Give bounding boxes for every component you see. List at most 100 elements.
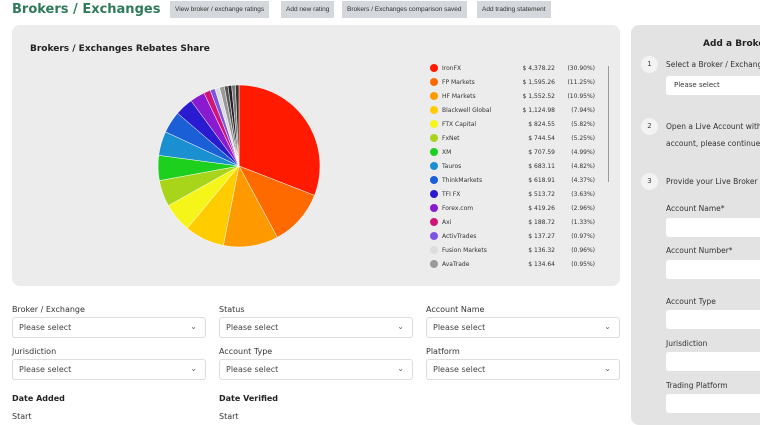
legend-value: $ 1,552.52 <box>522 92 555 100</box>
legend-swatch <box>430 204 438 212</box>
chart-legend: IronFX $ 4,378.22 (30.90%) FP Markets $ 1,59… <box>430 61 600 271</box>
step2-text-cont: account, please continue t <box>666 139 760 148</box>
platform-select[interactable]: Please select ⌄ <box>426 359 620 380</box>
legend-percent: (3.63%) <box>571 190 595 198</box>
step-badge: 1 <box>641 56 658 73</box>
legend-name: XM <box>442 148 452 156</box>
select-value: Please select <box>226 323 279 332</box>
legend-item[interactable]: ActivTrades $ 137.27 (0.97%) <box>430 229 600 243</box>
legend-percent: (4.37%) <box>571 176 595 184</box>
filter-jurisdiction: Jurisdiction Please select ⌄ <box>12 347 206 380</box>
legend-item[interactable]: ThinkMarkets $ 618.91 (4.37%) <box>430 173 600 187</box>
view-ratings-button[interactable]: View broker / exchange ratings <box>170 1 270 18</box>
filter-platform: Platform Please select ⌄ <box>426 347 620 380</box>
account-type-input[interactable] <box>666 310 760 329</box>
legend-item[interactable]: FxNet $ 744.54 (5.25%) <box>430 131 600 145</box>
legend-swatch <box>430 190 438 198</box>
legend-percent: (0.97%) <box>571 232 595 240</box>
date-verified-heading: Date Verified <box>219 394 279 403</box>
legend-name: IronFX <box>442 64 462 72</box>
legend-value: $ 824.55 <box>528 120 555 128</box>
legend-swatch <box>430 148 438 156</box>
panel-broker-select[interactable]: Please select <box>666 76 760 95</box>
legend-value: $ 683.11 <box>528 162 555 170</box>
legend-item[interactable]: HF Markets $ 1,552.52 (10.95%) <box>430 89 600 103</box>
legend-item[interactable]: Axi $ 188.72 (1.33%) <box>430 215 600 229</box>
legend-percent: (5.25%) <box>571 134 595 142</box>
legend-item[interactable]: XM $ 707.59 (4.99%) <box>430 145 600 159</box>
legend-name: FxNet <box>442 134 460 142</box>
field-label: Trading Platform <box>666 381 728 390</box>
legend-swatch <box>430 92 438 100</box>
chart-title: Brokers / Exchanges Rebates Share <box>30 44 210 54</box>
legend-value: $ 134.64 <box>528 260 555 268</box>
jurisdiction-select[interactable]: Please select ⌄ <box>12 359 206 380</box>
broker-select[interactable]: Please select ⌄ <box>12 317 206 338</box>
chevron-down-icon: ⌄ <box>397 364 404 373</box>
legend-percent: (0.96%) <box>571 246 595 254</box>
add-broker-panel: Add a Broker 1 Select a Broker / Exchang… <box>631 25 760 425</box>
legend-name: Forex.com <box>442 204 474 212</box>
legend-swatch <box>430 260 438 268</box>
legend-item[interactable]: Blackwell Global $ 1,124.98 (7.94%) <box>430 103 600 117</box>
legend-item[interactable]: AvaTrade $ 134.64 (0.95%) <box>430 257 600 271</box>
legend-percent: (0.95%) <box>571 260 595 268</box>
legend-value: $ 1,124.98 <box>522 106 555 114</box>
legend-scrollbar[interactable] <box>608 66 609 182</box>
filter-label: Status <box>219 305 245 314</box>
chevron-down-icon: ⌄ <box>190 322 197 331</box>
jurisdiction-input[interactable] <box>666 352 760 371</box>
legend-value: $ 744.54 <box>528 134 555 142</box>
account-number-input[interactable] <box>666 260 760 279</box>
legend-item[interactable]: Fusion Markets $ 136.32 (0.96%) <box>430 243 600 257</box>
select-value: Please select <box>226 365 279 374</box>
pie-slice[interactable] <box>238 84 321 196</box>
chevron-down-icon: ⌄ <box>604 322 611 331</box>
legend-swatch <box>430 232 438 240</box>
pie-slice-other[interactable] <box>235 84 240 167</box>
field-label: Account Number* <box>666 246 733 255</box>
chevron-down-icon: ⌄ <box>190 364 197 373</box>
legend-value: $ 4,378.22 <box>522 64 555 72</box>
account-type-select[interactable]: Please select ⌄ <box>219 359 413 380</box>
legend-value: $ 419.26 <box>528 204 555 212</box>
filter-account-name: Account Name Please select ⌄ <box>426 305 620 338</box>
legend-name: Tauros <box>442 162 462 170</box>
page-title: Brokers / Exchanges <box>12 2 161 17</box>
field-label: Account Name* <box>666 204 725 213</box>
filter-label: Account Type <box>219 347 273 356</box>
field-label: Jurisdiction <box>666 339 708 348</box>
select-value: Please select <box>433 365 486 374</box>
legend-item[interactable]: IronFX $ 4,378.22 (30.90%) <box>430 61 600 75</box>
select-value: Please select <box>19 365 72 374</box>
account-name-input[interactable] <box>666 218 760 237</box>
legend-item[interactable]: Tauros $ 683.11 (4.82%) <box>430 159 600 173</box>
legend-item[interactable]: FTX Capital $ 824.55 (5.82%) <box>430 117 600 131</box>
legend-item[interactable]: Forex.com $ 419.26 (2.96%) <box>430 201 600 215</box>
legend-swatch <box>430 78 438 86</box>
trading-platform-input[interactable] <box>666 394 760 413</box>
legend-value: $ 513.72 <box>528 190 555 198</box>
legend-percent: (5.82%) <box>571 120 595 128</box>
add-rating-button[interactable]: Add new rating <box>281 1 335 18</box>
filter-broker: Broker / Exchange Please select ⌄ <box>12 305 206 338</box>
filter-label: Account Name <box>426 305 485 314</box>
legend-name: FP Markets <box>442 78 475 86</box>
step-badge: 2 <box>641 118 658 135</box>
legend-item[interactable]: TFI FX $ 513.72 (3.63%) <box>430 187 600 201</box>
filter-label: Jurisdiction <box>12 347 57 356</box>
add-statement-button[interactable]: Add trading statement <box>477 1 551 18</box>
legend-swatch <box>430 218 438 226</box>
legend-swatch <box>430 134 438 142</box>
filter-label: Platform <box>426 347 460 356</box>
legend-name: FTX Capital <box>442 120 477 128</box>
account-name-select[interactable]: Please select ⌄ <box>426 317 620 338</box>
field-label: Account Type <box>666 297 716 306</box>
legend-percent: (7.94%) <box>571 106 595 114</box>
legend-value: $ 618.91 <box>528 176 555 184</box>
comparison-saved-button[interactable]: Brokers / Exchanges comparison saved <box>342 1 467 18</box>
select-value: Please select <box>19 323 72 332</box>
legend-item[interactable]: FP Markets $ 1,595.26 (11.25%) <box>430 75 600 89</box>
status-select[interactable]: Please select ⌄ <box>219 317 413 338</box>
chevron-down-icon: ⌄ <box>604 364 611 373</box>
